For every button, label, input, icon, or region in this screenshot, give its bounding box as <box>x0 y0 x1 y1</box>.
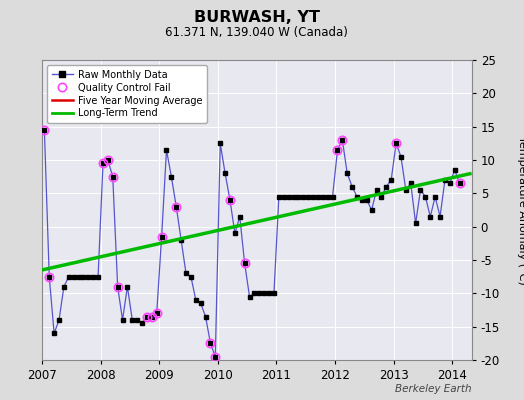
Text: BURWASH, YT: BURWASH, YT <box>194 10 320 25</box>
Legend: Raw Monthly Data, Quality Control Fail, Five Year Moving Average, Long-Term Tren: Raw Monthly Data, Quality Control Fail, … <box>47 65 208 123</box>
Text: Berkeley Earth: Berkeley Earth <box>395 384 472 394</box>
Y-axis label: Temperature Anomaly (°C): Temperature Anomaly (°C) <box>517 136 524 284</box>
Text: 61.371 N, 139.040 W (Canada): 61.371 N, 139.040 W (Canada) <box>166 26 348 39</box>
